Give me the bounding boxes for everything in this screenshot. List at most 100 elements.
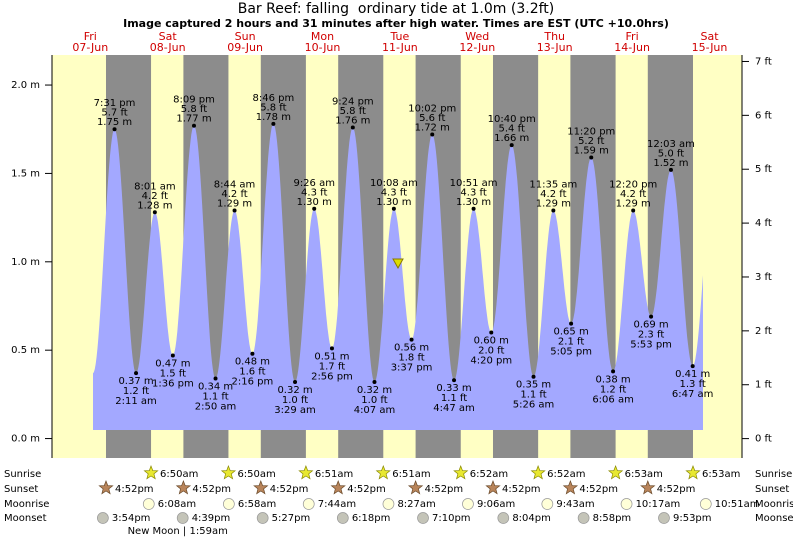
tide-height-m: 1.52 m	[653, 158, 688, 169]
tide-height-ft: 1.6 ft	[239, 367, 265, 378]
moonrise-icon	[223, 498, 235, 510]
tide-time: 2:16 pm	[232, 377, 274, 388]
sunrise-time: 6:51am	[392, 469, 430, 480]
tide-extreme	[471, 206, 476, 211]
tide-extreme	[668, 167, 673, 172]
sunset-time: 4:52pm	[347, 484, 386, 495]
tide-time: 6:06 am	[592, 394, 634, 405]
moonrise-time: 9:43am	[556, 499, 594, 510]
sunset-time: 4:52pm	[502, 484, 541, 495]
moonset-icon	[97, 512, 109, 524]
tide-height-ft: 4.3 ft	[381, 187, 407, 198]
tide-height-ft: 1.1 ft	[202, 391, 228, 402]
tide-time: 10:51 am	[450, 178, 498, 189]
row-label-right: Sunrise	[755, 469, 792, 480]
tide-height-m: 1.29 m	[616, 199, 651, 210]
sun-icon	[530, 465, 546, 480]
day-name: Fri	[84, 30, 97, 43]
tide-time: 6:47 am	[672, 389, 714, 400]
y2-tick-label: 3 ft	[755, 272, 772, 283]
tide-extreme	[191, 123, 196, 128]
tide-height-m: 0.56 m	[394, 343, 429, 354]
day-name: Wed	[465, 30, 489, 43]
row-label: Moonrise	[4, 499, 49, 510]
day-name: Sun	[235, 30, 256, 43]
tide-time: 8:46 pm	[253, 93, 295, 104]
sunset-time: 4:52pm	[192, 484, 231, 495]
tide-extreme	[250, 351, 255, 356]
sun-icon	[298, 465, 314, 480]
tide-height-ft: 4.2 ft	[540, 189, 566, 200]
sunrise-time: 6:52am	[470, 469, 508, 480]
tide-height-ft: 1.7 ft	[319, 361, 345, 372]
sunrise-time: 6:50am	[237, 469, 275, 480]
day-name: Thu	[543, 30, 565, 43]
sunrise-time: 6:52am	[547, 469, 585, 480]
tide-height-m: 1.30 m	[456, 197, 491, 208]
tide-height-ft: 4.2 ft	[142, 191, 168, 202]
tide-height-m: 1.59 m	[574, 146, 609, 157]
y-tick-label: 0.0 m	[11, 434, 40, 445]
row-label-right: Moonrise	[755, 499, 793, 510]
current-level-marker	[392, 258, 404, 270]
tide-height-ft: 1.3 ft	[679, 379, 705, 390]
tide-height-m: 1.76 m	[335, 115, 370, 126]
tide-extreme	[430, 132, 435, 137]
row-label: Sunset	[4, 484, 38, 495]
tide-time: 10:40 pm	[488, 114, 536, 125]
tide-height-ft: 4.2 ft	[620, 189, 646, 200]
tide-time: 12:03 am	[647, 139, 695, 150]
row-label: Moonset	[4, 513, 47, 524]
moonset-time: 5:27pm	[272, 513, 311, 524]
day-date: 08-Jun	[150, 41, 186, 54]
tide-height-ft: 1.2 ft	[600, 384, 626, 395]
tide-height-m: 1.72 m	[415, 123, 450, 134]
moonrise-time: 10:17am	[636, 499, 681, 510]
y2-tick-label: 2 ft	[755, 326, 772, 337]
tide-height-m: 0.34 m	[198, 381, 233, 392]
sun-icon	[253, 480, 269, 495]
tide-height-ft: 2.0 ft	[478, 346, 504, 357]
tide-height-ft: 2.1 ft	[558, 337, 584, 348]
tide-time: 5:53 pm	[630, 340, 672, 351]
y2-tick-label: 0 ft	[755, 434, 772, 445]
tide-height-m: 1.28 m	[137, 200, 172, 211]
tide-height-m: 0.48 m	[235, 357, 270, 368]
moonrise-time: 6:58am	[238, 499, 276, 510]
sunset-time: 4:52pm	[115, 484, 154, 495]
tide-time: 10:08 am	[370, 178, 418, 189]
day-name: Sat	[159, 30, 178, 43]
day-date: 09-Jun	[227, 41, 263, 54]
tide-extreme	[589, 155, 594, 160]
day-date: 07-Jun	[72, 41, 108, 54]
y2-tick-label: 4 ft	[755, 218, 772, 229]
moon-phase: New Moon | 1:59am	[128, 526, 228, 537]
tide-time: 3:37 pm	[391, 363, 433, 374]
day-date: 10-Jun	[305, 41, 341, 54]
tide-extreme	[631, 208, 636, 213]
sunset-time: 4:52pm	[657, 484, 696, 495]
moonrise-icon	[620, 498, 633, 510]
tide-height-ft: 4.3 ft	[301, 187, 327, 198]
moonset-icon	[256, 512, 269, 524]
tide-height-ft: 5.8 ft	[181, 104, 207, 115]
tide-extreme	[409, 337, 414, 342]
sun-icon	[485, 480, 501, 495]
sun-icon	[330, 480, 346, 495]
tide-height-ft: 1.5 ft	[160, 368, 186, 379]
tide-extreme	[649, 314, 654, 319]
tide-height-ft: 5.8 ft	[260, 102, 286, 113]
row-label-right: Sunset	[755, 484, 789, 495]
tide-height-ft: 4.2 ft	[221, 189, 247, 200]
tide-time: 11:35 am	[529, 180, 577, 191]
moonrise-time: 9:06am	[477, 499, 515, 510]
tide-extreme	[293, 379, 298, 384]
tide-time: 11:20 pm	[567, 127, 615, 138]
moonset-icon	[336, 512, 349, 524]
tide-height-m: 0.47 m	[155, 358, 190, 369]
y2-tick-label: 1 ft	[755, 380, 772, 391]
tide-time: 2:56 pm	[311, 371, 353, 382]
sunset-time: 4:52pm	[270, 484, 309, 495]
tide-area	[93, 123, 703, 430]
